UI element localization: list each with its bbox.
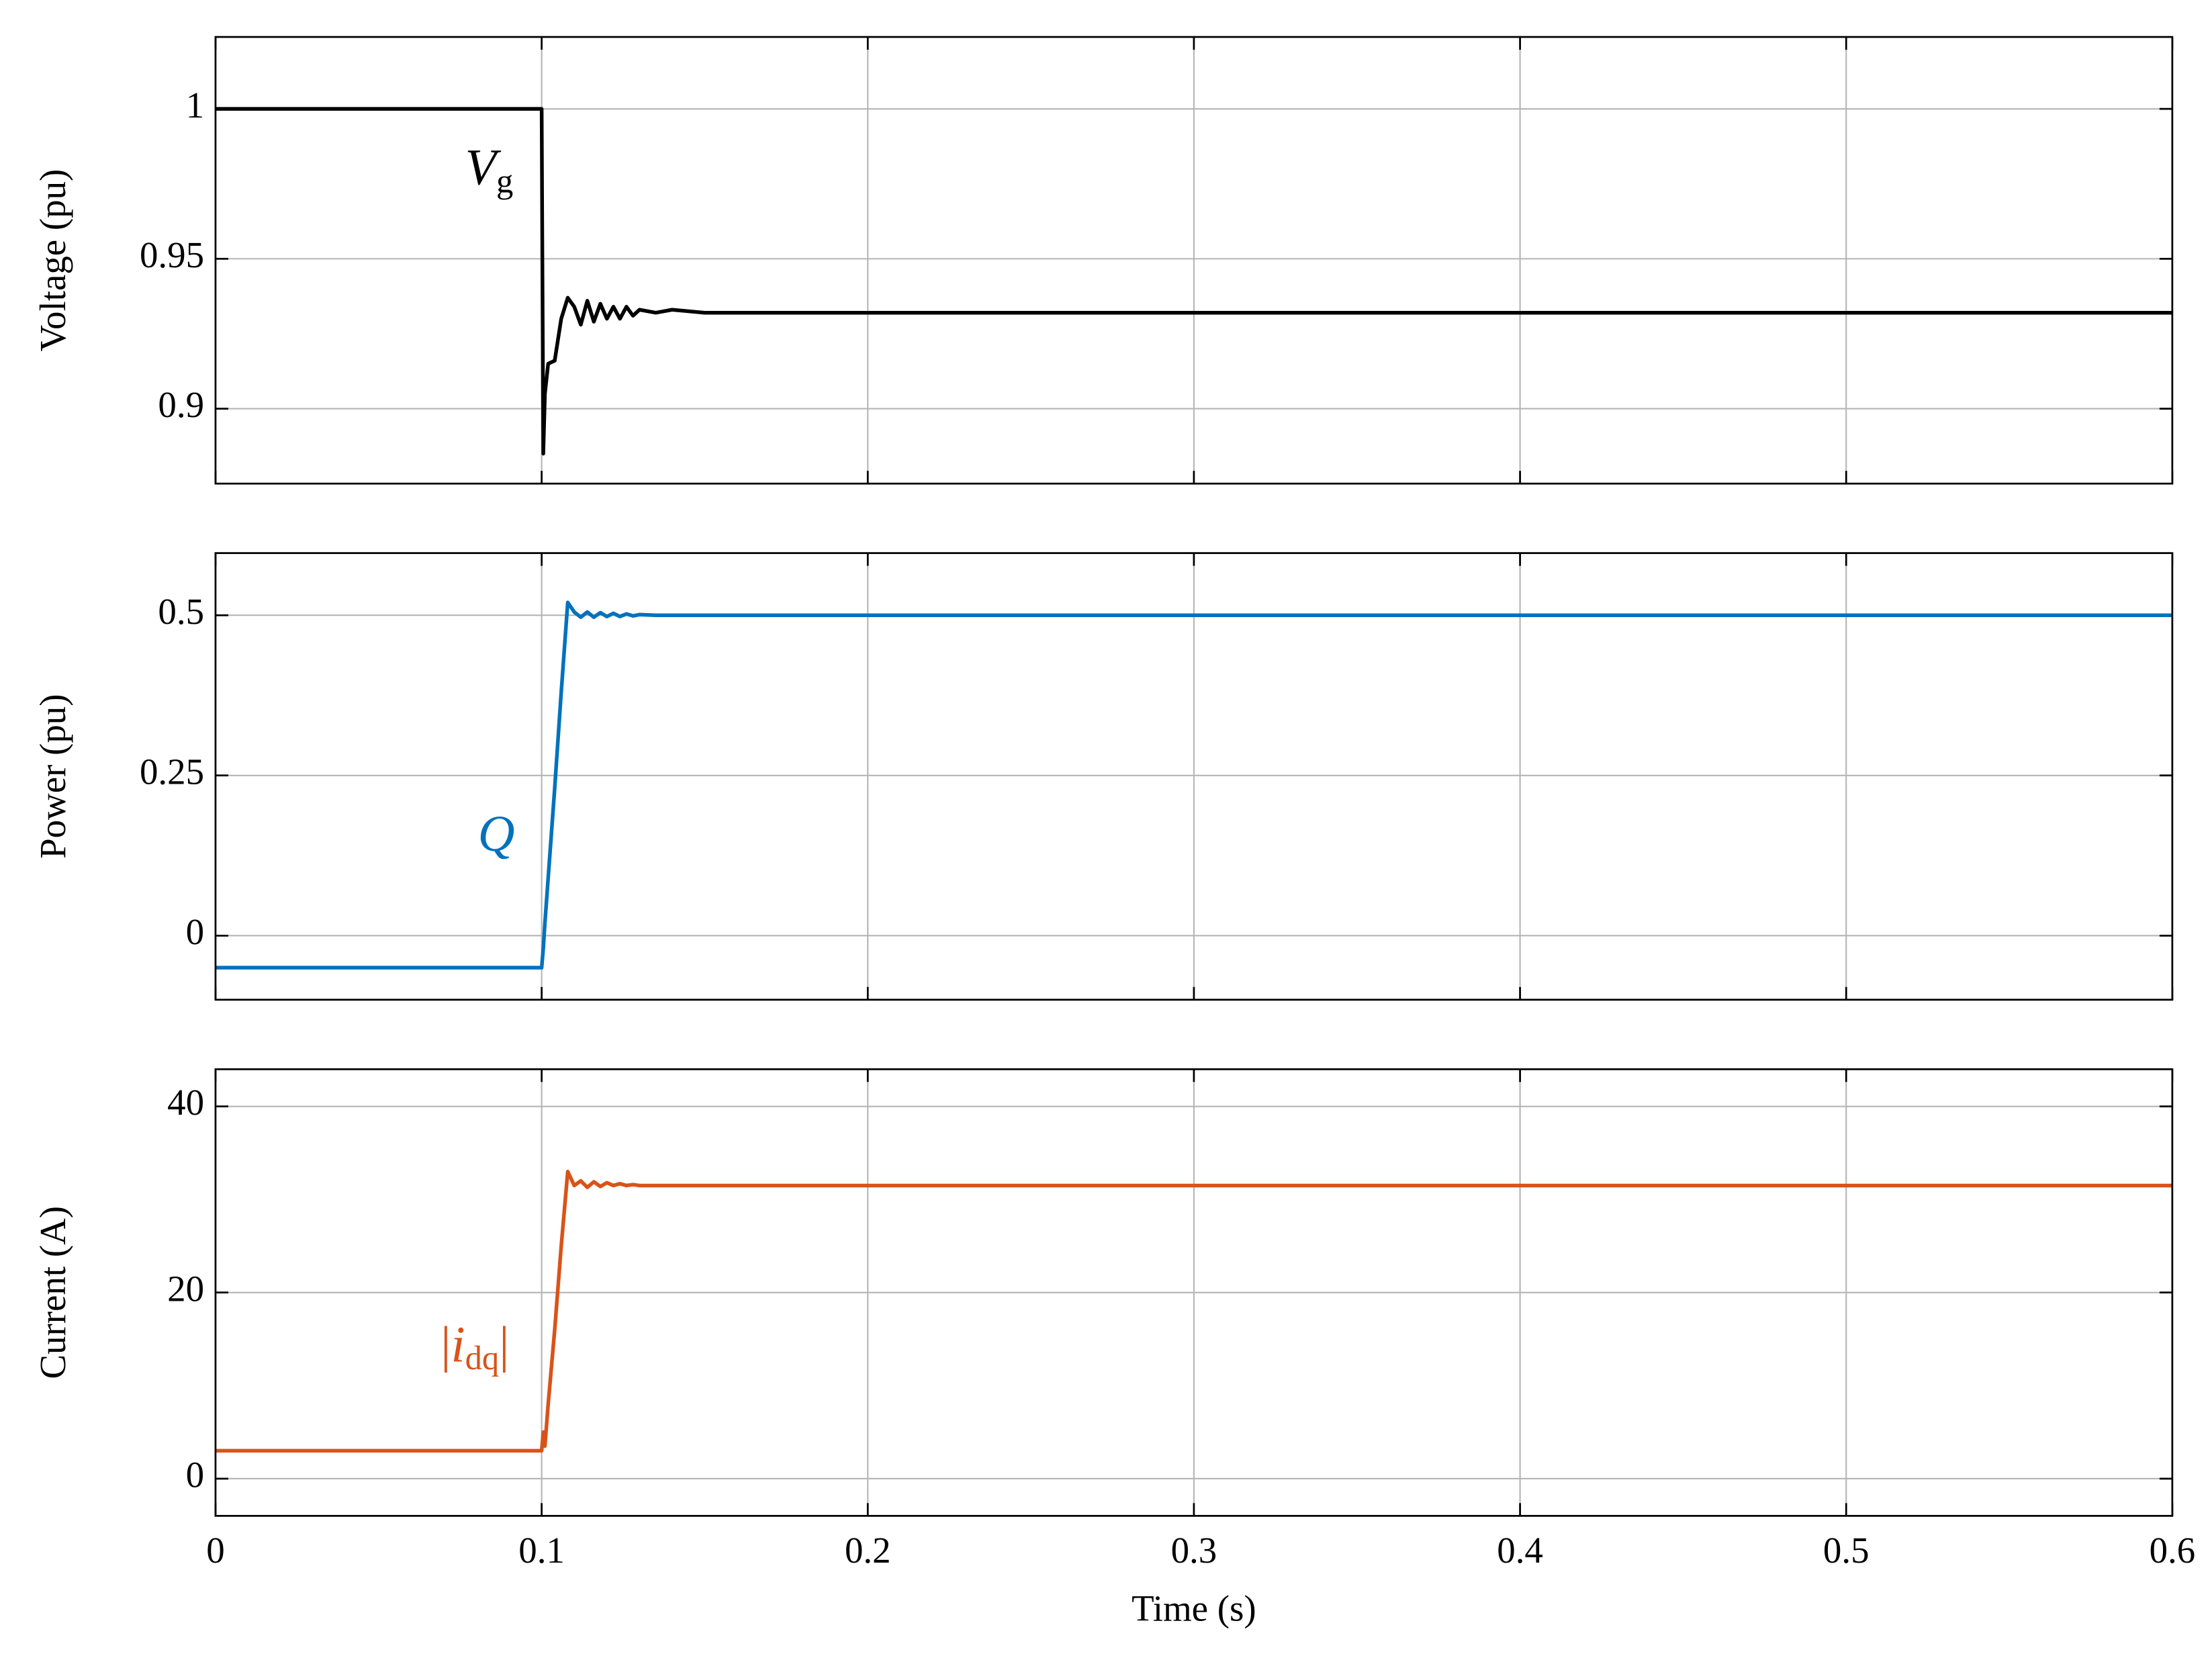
panel: 0.9 0.95 1 Voltage (pu) Vg: [32, 36, 2174, 485]
series-annotation: Q: [478, 806, 515, 863]
annotation-part: |: [499, 1317, 509, 1373]
x-tick-label: 0.6: [2150, 1530, 2196, 1571]
axes-frame: [214, 36, 2174, 485]
y-tick-label: 0.25: [140, 751, 204, 792]
data-line: [215, 1169, 2172, 1453]
annotation-part: i: [451, 1317, 465, 1373]
y-axis-label: Current (A): [32, 1206, 73, 1379]
panel: 0 0.1 0.2 0.3 0.4 0.5 0.6 0 20 40 Current (A) Time …: [32, 1068, 2196, 1629]
y-tick-label: 0.9: [158, 384, 204, 425]
annotation-part: V: [465, 140, 502, 196]
x-tick-label: 0: [206, 1530, 224, 1571]
y-axis-label: Voltage (pu): [32, 169, 73, 352]
panel: 0 0.25 0.5 Power (pu) Q: [32, 552, 2174, 1001]
x-tick-label: 0.1: [518, 1530, 565, 1571]
x-tick-label: 0.4: [1497, 1530, 1543, 1571]
data-line: [215, 600, 2172, 970]
y-tick-label: 1: [186, 85, 204, 126]
series-annotation: |idq|: [441, 1317, 509, 1377]
y-tick-label: 20: [167, 1268, 204, 1309]
axes-frame: [214, 1068, 2174, 1517]
series-annotation: Vg: [465, 140, 514, 199]
y-tick-label: 0.95: [140, 234, 204, 275]
x-tick-label: 0.3: [1171, 1530, 1217, 1571]
axes-frame: [214, 552, 2174, 1001]
annotation-part: g: [496, 162, 513, 199]
x-tick-label: 0.2: [845, 1530, 891, 1571]
data-line: [215, 107, 2172, 456]
y-tick-label: 0: [186, 1455, 204, 1495]
annotation-part: dq: [465, 1339, 500, 1377]
annotation-part: |: [441, 1317, 451, 1373]
y-tick-label: 0: [186, 911, 204, 952]
y-tick-label: 40: [167, 1082, 204, 1123]
y-tick-label: 0.5: [158, 591, 204, 632]
x-axis-label: Time (s): [1132, 1588, 1256, 1629]
x-tick-label: 0.5: [1823, 1530, 1870, 1571]
annotation-part: Q: [478, 806, 515, 863]
y-axis-label: Power (pu): [32, 694, 73, 858]
